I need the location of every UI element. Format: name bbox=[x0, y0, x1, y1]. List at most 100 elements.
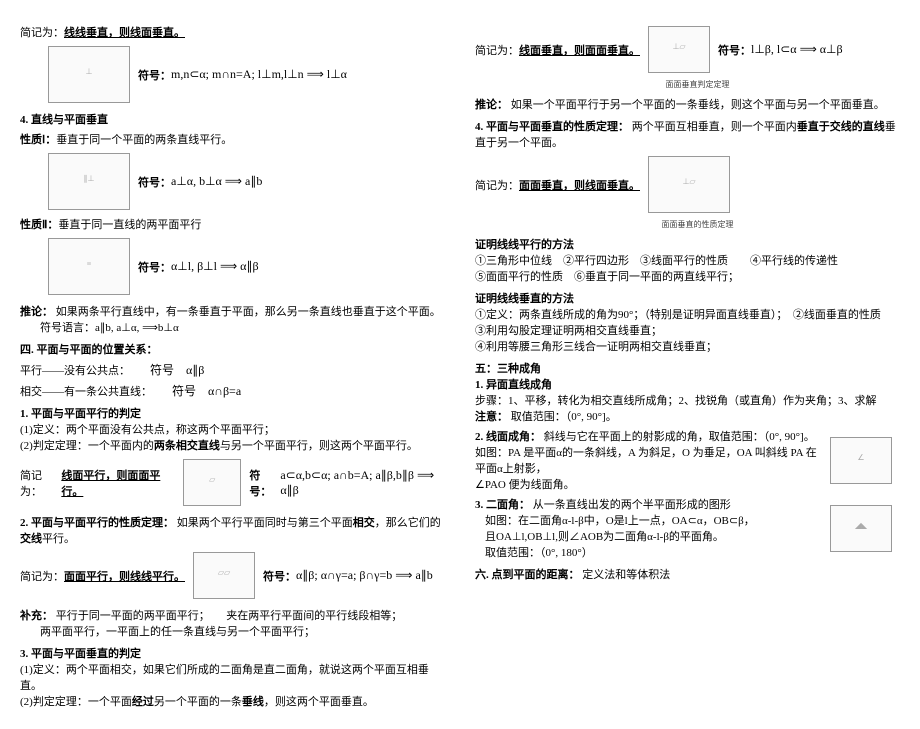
buchong: 补充： 平行于同一平面的两平面平行； 夹在两平行平面间的平行线段相等； bbox=[20, 607, 445, 623]
r-h4: 4. 平面与平面垂直的性质定理： 两个平面互相垂直，则一个平面内垂直于交线的直线… bbox=[475, 118, 900, 150]
label: 性质Ⅰ： bbox=[20, 131, 56, 147]
r-h5-1: 1. 异面直线成角 bbox=[475, 376, 900, 392]
diagram-icon: ◢◣ bbox=[830, 505, 892, 552]
t: 相交 bbox=[353, 517, 375, 529]
text: 线面垂直，则面面垂直。 bbox=[519, 42, 640, 58]
jianji2: 简记为： 面面平行，则线线平行。 ▱▱ 符号： α∥β; α∩γ=a; β∩γ=… bbox=[20, 550, 445, 601]
formula: m,n⊂α; m∩n=A; l⊥m,l⊥n ⟹ l⊥α bbox=[171, 67, 347, 82]
r-jianji: 简记为： 面面垂直，则线面垂直。 ⊥▱ bbox=[475, 154, 900, 215]
t: 平行。 bbox=[42, 533, 75, 545]
sym: 符号 α∩β=a bbox=[172, 382, 241, 399]
jianji1: 简记为： 线面平行，则面面平行。 ▱ 符号： a⊂α,b⊂α; a∩b=A; a… bbox=[20, 457, 445, 508]
t: 定义法和等体积法 bbox=[582, 569, 670, 581]
diagram-icon: ∠ bbox=[830, 437, 892, 484]
r-h5-2c: ∠PAO 便为线面角。 bbox=[475, 476, 822, 492]
def1: (1)定义：两个平面没有公共点，称这两个平面平行； bbox=[20, 421, 445, 437]
formula-label: 符号： bbox=[138, 174, 171, 190]
h: 2. 平面与平面平行的性质定理： bbox=[20, 517, 174, 529]
r-h5-2row: 2. 线面成角： 斜线与它在平面上的射影成的角，取值范围：（0°, 90°]。 … bbox=[475, 428, 900, 492]
r-h5-3row: 3. 二面角： 从一条直线出发的两个半平面形成的图形 如图：在二面角α-l-β中… bbox=[475, 496, 900, 560]
r-h6: 六. 点到平面的距离： 定义法和等体积法 bbox=[475, 566, 900, 582]
label: 推论： bbox=[475, 99, 508, 111]
h: 六. 点到平面的距离： bbox=[475, 569, 580, 581]
label: 注意： bbox=[475, 411, 508, 423]
heading-4: 4. 直线与平面垂直 bbox=[20, 111, 445, 127]
t: ，那么它们的 bbox=[375, 517, 441, 529]
heading-3: 3. 平面与平面垂直的判定 bbox=[20, 645, 445, 661]
formula-label: 符号： bbox=[138, 67, 171, 83]
t: 两个平面互相垂直，则一个平面内 bbox=[632, 121, 797, 133]
text: 面面垂直，则线面垂直。 bbox=[519, 177, 640, 193]
diagram-icon: ≡ bbox=[48, 238, 130, 295]
r-h5: 五：三种成角 bbox=[475, 360, 900, 376]
r-h5-3b: 如图：在二面角α-l-β中，O是l上一点，OA⊂α，OB⊂β， bbox=[485, 512, 822, 528]
heading-2: 2. 平面与平面平行的性质定理： 如果两个平行平面同时与第三个平面相交，那么它们… bbox=[20, 514, 445, 546]
text: 相交——有一条公共直线： bbox=[20, 383, 152, 399]
def3b: (2)判定定理：一个平面经过另一个平面的一条垂线，则这两个平面垂直。 bbox=[20, 693, 445, 709]
t: 另一个平面的一条 bbox=[154, 696, 242, 708]
parallel-def: 平行——没有公共点： 符号 α∥β bbox=[20, 361, 445, 378]
label: 简记为： bbox=[475, 42, 519, 58]
fig-formula-1: ⊥ 符号： m,n⊂α; m∩n=A; l⊥m,l⊥n ⟹ l⊥α bbox=[40, 44, 445, 105]
r-h5-2: 2. 线面成角： 斜线与它在平面上的射影成的角，取值范围：（0°, 90°]。 bbox=[475, 428, 822, 444]
r-zm2: 证明线线垂直的方法 bbox=[475, 290, 900, 306]
formula: l⊥β, l⊂α ⟹ α⊥β bbox=[751, 42, 843, 57]
r-h5-3: 3. 二面角： 从一条直线出发的两个半平面形成的图形 bbox=[475, 496, 822, 512]
t: ，则这两个平面垂直。 bbox=[264, 696, 374, 708]
h: 2. 线面成角： bbox=[475, 431, 541, 443]
r-h5-1b: 注意： 取值范围：（0°, 90°]。 bbox=[475, 408, 900, 424]
text: 如果一个平面平行于另一个平面的一条垂线，则这个平面与另一个平面垂直。 bbox=[511, 99, 885, 111]
heading-4b: 四. 平面与平面的位置关系： bbox=[20, 341, 445, 357]
formula-label: 符号： bbox=[249, 467, 280, 499]
r-h5-3c: 且OA⊥l,OB⊥l,则∠AOB为二面角α-l-β的平面角。 bbox=[485, 528, 822, 544]
diagram-icon: ⊥▱ bbox=[648, 26, 710, 73]
sym: 符号 α∥β bbox=[150, 361, 204, 378]
t: 如果两个平行平面同时与第三个平面 bbox=[177, 517, 353, 529]
text: 面面平行，则线线平行。 bbox=[64, 568, 185, 584]
r-h5-2b: 如图：PA 是平面α的一条斜线，A 为斜足，O 为垂足，OA 叫斜线 PA 在平… bbox=[475, 444, 822, 476]
diagram-icon: ∥⊥ bbox=[48, 153, 130, 210]
intersect-def: 相交——有一条公共直线： 符号 α∩β=a bbox=[20, 382, 445, 399]
label: 简记为： bbox=[20, 568, 64, 584]
t: 与另一个平面平行，则这两个平面平行。 bbox=[220, 440, 418, 452]
formula: a⊂α,b⊂α; a∩b=A; a∥β,b∥β ⟹ α∥β bbox=[280, 468, 445, 498]
tuilun-sym: 符号语言：a∥b, a⊥α, ⟹b⊥α bbox=[40, 319, 445, 335]
h: 4. 平面与平面垂直的性质定理： bbox=[475, 121, 629, 133]
prop2: 性质Ⅱ： 垂直于同一直线的两平面平行 bbox=[20, 216, 445, 232]
text: 平行——没有公共点： bbox=[20, 362, 130, 378]
formula: α⊥l, β⊥l ⟹ α∥β bbox=[171, 259, 259, 274]
def3a: (1)定义：两个平面相交，如果它们所成的二面角是直二面角，就说这两个平面互相垂直… bbox=[20, 661, 445, 693]
text: 线线垂直，则线面垂直。 bbox=[64, 24, 185, 40]
diagram-icon: ▱▱ bbox=[193, 552, 255, 599]
prop1: 性质Ⅰ： 垂直于同一个平面的两条直线平行。 bbox=[20, 131, 445, 147]
formula-label: 符号： bbox=[263, 568, 296, 584]
h: 3. 二面角： bbox=[475, 499, 530, 511]
text: 取值范围：（0°, 90°]。 bbox=[511, 411, 617, 423]
heading-1: 1. 平面与平面平行的判定 bbox=[20, 405, 445, 421]
line1: 简记为： 线线垂直，则线面垂直。 bbox=[20, 24, 445, 40]
t: 经过 bbox=[132, 696, 154, 708]
text: 如果两条平行直线中，有一条垂直于平面，那么另一条直线也垂直于这个平面。 bbox=[56, 306, 441, 318]
formula: a⊥α, b⊥α ⟹ a∥b bbox=[171, 174, 262, 189]
label: 性质Ⅱ： bbox=[20, 216, 58, 232]
r-zm2-1: ①定义：两条直线所成的角为90°；（特别是证明异面直线垂直）； ②线面垂直的性质 bbox=[475, 306, 900, 322]
r-zm2-2: ③利用勾股定理证明两相交直线垂直； bbox=[475, 322, 900, 338]
r-zm1-2: ⑤面面平行的性质 ⑥垂直于同一平面的两直线平行； bbox=[475, 268, 900, 284]
r-tuilun: 推论： 如果一个平面平行于另一个平面的一条垂线，则这个平面与另一个平面垂直。 bbox=[475, 96, 900, 112]
text: 垂直于同一直线的两平面平行 bbox=[58, 216, 201, 232]
diagram-icon: ⊥ bbox=[48, 46, 130, 103]
fig-formula-2: ∥⊥ 符号： a⊥α, b⊥α ⟹ a∥b bbox=[40, 151, 445, 212]
caption2: 面面垂直的性质定理 bbox=[495, 219, 900, 230]
r-line1: 简记为： 线面垂直，则面面垂直。 ⊥▱ 符号： l⊥β, l⊂α ⟹ α⊥β bbox=[475, 24, 900, 75]
formula-label: 符号： bbox=[138, 259, 171, 275]
t: 垂直于交线的直线 bbox=[797, 121, 885, 133]
t: 斜线与它在平面上的射影成的角，取值范围：（0°, 90°]。 bbox=[544, 431, 815, 443]
text: 垂直于同一个平面的两条直线平行。 bbox=[56, 131, 232, 147]
fig-formula-3: ≡ 符号： α⊥l, β⊥l ⟹ α∥β bbox=[40, 236, 445, 297]
t: 垂线 bbox=[242, 696, 264, 708]
text: 线面平行，则面面平行。 bbox=[61, 467, 175, 499]
r-zm2-3: ④利用等腰三角形三线合一证明两相交直线垂直； bbox=[475, 338, 900, 354]
tuilun: 推论： 如果两条平行直线中，有一条垂直于平面，那么另一条直线也垂直于这个平面。 bbox=[20, 303, 445, 319]
left-column: 简记为： 线线垂直，则线面垂直。 ⊥ 符号： m,n⊂α; m∩n=A; l⊥m… bbox=[20, 20, 445, 709]
diagram-icon: ⊥▱ bbox=[648, 156, 730, 213]
